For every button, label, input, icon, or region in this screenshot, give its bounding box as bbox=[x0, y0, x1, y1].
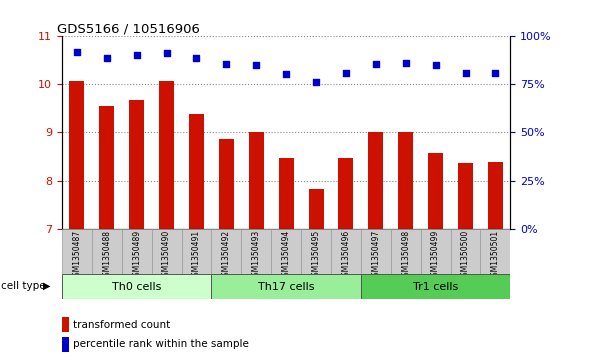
Bar bbox=[398, 132, 413, 229]
Text: GSM1350500: GSM1350500 bbox=[461, 230, 470, 281]
Point bbox=[162, 50, 171, 56]
Point bbox=[102, 55, 112, 61]
Point bbox=[461, 70, 470, 76]
Bar bbox=[219, 139, 234, 229]
Point bbox=[222, 61, 231, 67]
Text: GSM1350490: GSM1350490 bbox=[162, 230, 171, 281]
Bar bbox=[278, 158, 294, 229]
Point bbox=[371, 61, 381, 67]
Text: percentile rank within the sample: percentile rank within the sample bbox=[73, 339, 248, 350]
Bar bbox=[249, 132, 264, 229]
Bar bbox=[458, 163, 473, 229]
Bar bbox=[62, 274, 211, 299]
Bar bbox=[421, 229, 451, 274]
Point bbox=[192, 56, 201, 61]
Bar bbox=[361, 229, 391, 274]
Bar bbox=[241, 229, 271, 274]
Bar bbox=[361, 274, 510, 299]
Bar bbox=[271, 229, 301, 274]
Bar bbox=[309, 189, 323, 229]
Text: GSM1350492: GSM1350492 bbox=[222, 230, 231, 281]
Text: GSM1350491: GSM1350491 bbox=[192, 230, 201, 281]
Bar bbox=[368, 131, 384, 229]
Bar bbox=[92, 229, 122, 274]
Text: GSM1350497: GSM1350497 bbox=[371, 230, 381, 281]
Text: Th17 cells: Th17 cells bbox=[258, 282, 314, 292]
Text: GSM1350494: GSM1350494 bbox=[281, 230, 291, 281]
Text: transformed count: transformed count bbox=[73, 319, 170, 330]
Point bbox=[312, 79, 321, 85]
Text: GSM1350495: GSM1350495 bbox=[312, 230, 320, 281]
Bar bbox=[391, 229, 421, 274]
Bar bbox=[182, 229, 211, 274]
Bar bbox=[159, 81, 174, 229]
Bar bbox=[339, 158, 353, 229]
Point bbox=[132, 52, 142, 57]
Bar bbox=[451, 229, 480, 274]
Text: Th0 cells: Th0 cells bbox=[112, 282, 162, 292]
Point bbox=[401, 60, 411, 66]
Text: ▶: ▶ bbox=[43, 281, 51, 291]
Bar bbox=[480, 229, 510, 274]
Bar bbox=[70, 81, 84, 229]
Point bbox=[72, 49, 81, 55]
Text: GSM1350493: GSM1350493 bbox=[252, 230, 261, 281]
Bar bbox=[62, 229, 92, 274]
Point bbox=[431, 62, 440, 68]
Point bbox=[341, 70, 350, 76]
Bar bbox=[152, 229, 182, 274]
Point bbox=[251, 62, 261, 68]
Bar bbox=[129, 100, 144, 229]
Bar bbox=[211, 229, 241, 274]
Bar bbox=[189, 114, 204, 229]
Bar bbox=[99, 106, 114, 229]
Text: GSM1350499: GSM1350499 bbox=[431, 230, 440, 281]
Text: GSM1350489: GSM1350489 bbox=[132, 230, 141, 281]
Text: GSM1350501: GSM1350501 bbox=[491, 230, 500, 281]
Bar bbox=[428, 153, 443, 229]
Bar bbox=[211, 274, 361, 299]
Bar bbox=[301, 229, 331, 274]
Bar bbox=[488, 162, 503, 229]
Text: GSM1350496: GSM1350496 bbox=[342, 230, 350, 281]
Text: GDS5166 / 10516906: GDS5166 / 10516906 bbox=[57, 22, 201, 35]
Bar bbox=[331, 229, 361, 274]
Text: GSM1350488: GSM1350488 bbox=[102, 230, 112, 281]
Text: Tr1 cells: Tr1 cells bbox=[413, 282, 458, 292]
Text: GSM1350487: GSM1350487 bbox=[73, 230, 81, 281]
Text: cell type: cell type bbox=[1, 281, 46, 291]
Text: GSM1350498: GSM1350498 bbox=[401, 230, 410, 281]
Point bbox=[491, 70, 500, 76]
Point bbox=[281, 71, 291, 77]
Bar bbox=[122, 229, 152, 274]
